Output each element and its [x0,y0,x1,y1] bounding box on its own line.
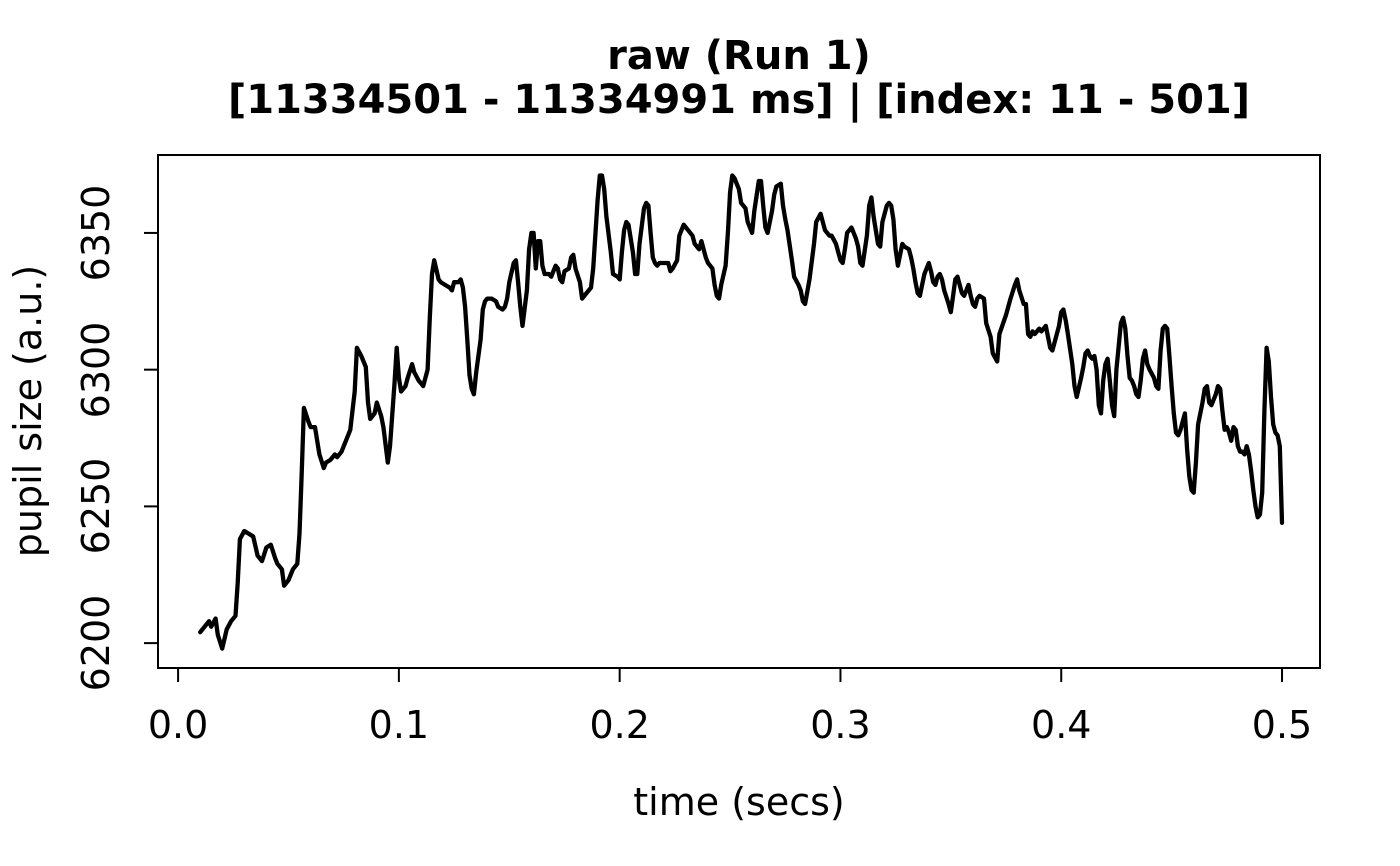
x-axis-title: time (secs) [633,780,845,824]
chart-subtitle: [11334501 - 11334991 ms] | [index: 11 - … [227,77,1251,123]
x-tick-label: 0.0 [147,703,209,747]
x-tick-label: 0.3 [810,703,871,747]
x-tick-label: 0.2 [589,703,650,747]
x-tick-label: 0.4 [1031,703,1092,747]
y-tick-label: 6250 [74,458,118,555]
x-tick-label: 0.5 [1251,703,1313,747]
chart-title: raw (Run 1) [607,33,871,79]
y-tick-label: 6200 [74,594,118,692]
plot-box [157,154,1321,669]
y-tick-label: 6350 [74,184,118,282]
data-series-line [198,173,1285,651]
y-tick-label: 6300 [74,321,118,419]
x-tick-label: 0.1 [368,703,430,747]
y-axis-title: pupil size (a.u.) [6,264,50,558]
chart-title-block: raw (Run 1) [11334501 - 11334991 ms] | [… [158,34,1320,122]
